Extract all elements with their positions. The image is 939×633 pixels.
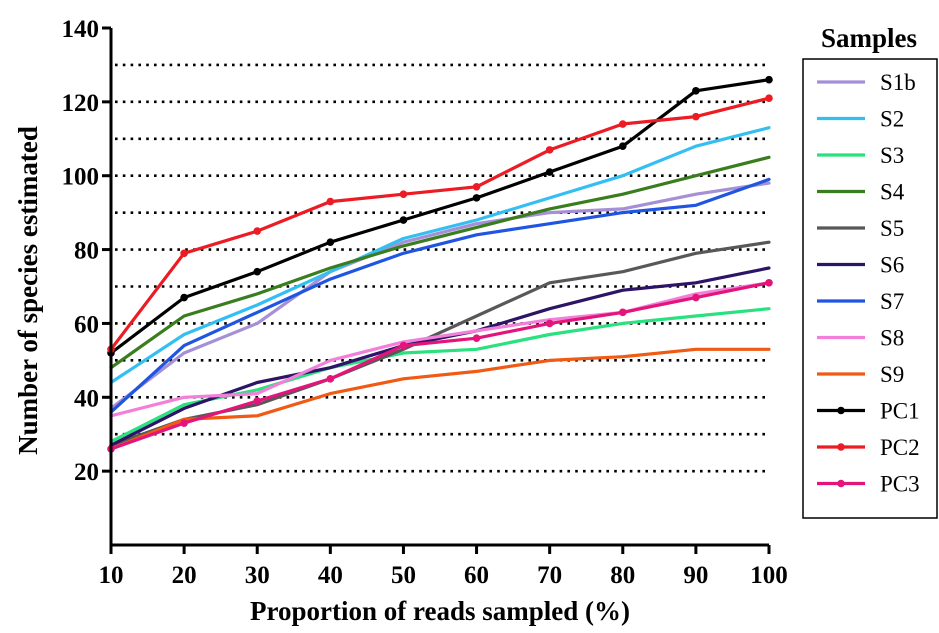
- data-point-pc1-70: [545, 168, 554, 176]
- series-line-s4: [109, 155, 771, 370]
- data-point-pc3-50: [399, 341, 408, 350]
- series-line-s1b: [109, 181, 771, 410]
- legend-label-s5: S5: [880, 216, 904, 241]
- data-point-pc2-30: [253, 227, 262, 235]
- legend-marker-pc2: [837, 443, 845, 451]
- legend-label-s8: S8: [880, 326, 904, 351]
- data-point-pc3-20: [180, 419, 188, 427]
- x-axis-title: Proportion of reads sampled (%): [250, 596, 630, 626]
- legend-label-s6: S6: [880, 253, 904, 278]
- data-point-pc1-100: [765, 75, 773, 84]
- legend-label-s4: S4: [880, 180, 905, 205]
- data-point-pc1-50: [399, 216, 408, 224]
- series-line-s3: [109, 307, 771, 444]
- data-point-pc3-90: [692, 293, 700, 302]
- legend-label-s2: S2: [880, 107, 904, 132]
- data-point-pc2-70: [545, 146, 554, 154]
- series-line-s7: [109, 177, 771, 414]
- series-line-pc3: [109, 281, 771, 451]
- data-point-pc3-40: [326, 375, 335, 383]
- y-tick-label-140: 140: [62, 16, 100, 43]
- axes: 20 40 60 80 100 120 140 10 20 30 40 50 60 70 80 90 100: [62, 16, 788, 589]
- data-point-pc3-80: [618, 308, 627, 317]
- legend-label-pc1: PC1: [880, 399, 920, 424]
- x-tick-label-50: 50: [391, 562, 416, 589]
- data-point-pc1-90: [692, 86, 700, 95]
- y-tick-label-40: 40: [74, 385, 99, 412]
- data-point-pc1-60: [472, 194, 481, 202]
- legend-title: Samples: [821, 23, 917, 53]
- y-tick-label-80: 80: [74, 238, 99, 265]
- data-point-pc1-20: [180, 293, 188, 302]
- legend-label-s1b: S1b: [880, 70, 916, 95]
- x-tick-label-10: 10: [99, 562, 124, 589]
- x-tick-label-100: 100: [750, 562, 788, 589]
- data-point-pc2-40: [326, 197, 335, 206]
- y-tick-label-120: 120: [62, 90, 100, 117]
- series-line-pc1: [109, 78, 771, 355]
- data-point-pc2-20: [180, 249, 188, 258]
- series-line-s8: [109, 281, 771, 418]
- x-tick-label-80: 80: [610, 562, 635, 589]
- data-point-pc1-40: [326, 238, 335, 246]
- legend-box: [802, 58, 938, 519]
- series-line-s2: [109, 126, 771, 385]
- data-point-pc2-80: [618, 120, 627, 128]
- y-axis-title: Number of species estimated: [13, 126, 43, 455]
- x-tick-label-20: 20: [172, 562, 197, 589]
- data-point-pc3-100: [765, 279, 773, 287]
- data-point-pc2-50: [399, 190, 408, 198]
- x-tick-label-90: 90: [683, 562, 708, 589]
- legend-label-s7: S7: [880, 289, 904, 314]
- y-tick-label-100: 100: [62, 164, 100, 191]
- data-point-pc2-100: [765, 94, 773, 102]
- data-point-pc1-80: [618, 142, 627, 150]
- data-point-pc1-30: [253, 267, 262, 276]
- y-tick-label-20: 20: [74, 459, 99, 486]
- legend-label-s3: S3: [880, 143, 904, 168]
- plot-series: [107, 75, 773, 453]
- data-point-pc2-60: [472, 182, 481, 191]
- y-tick-label-60: 60: [74, 311, 99, 338]
- series-line-pc2: [109, 96, 771, 351]
- x-tick-label-60: 60: [464, 562, 489, 589]
- legend: Samples S1b S2 S3 S4 S5 S6 S7 S8 S9 PC1 PC2 PC3: [802, 23, 938, 519]
- data-point-pc2-90: [692, 112, 700, 121]
- data-point-pc3-60: [472, 334, 481, 343]
- data-point-pc3-30: [253, 397, 262, 405]
- legend-marker-pc3: [837, 479, 845, 488]
- x-tick-label-70: 70: [537, 562, 562, 589]
- legend-label-s9: S9: [880, 362, 904, 387]
- series-line-s9: [109, 347, 771, 451]
- x-tick-label-30: 30: [245, 562, 270, 589]
- legend-label-pc3: PC3: [880, 472, 920, 497]
- legend-label-pc2: PC2: [880, 435, 920, 460]
- legend-marker-pc1: [837, 406, 845, 415]
- gridlines: [115, 63, 769, 473]
- data-point-pc3-70: [545, 319, 554, 328]
- x-tick-label-40: 40: [318, 562, 343, 589]
